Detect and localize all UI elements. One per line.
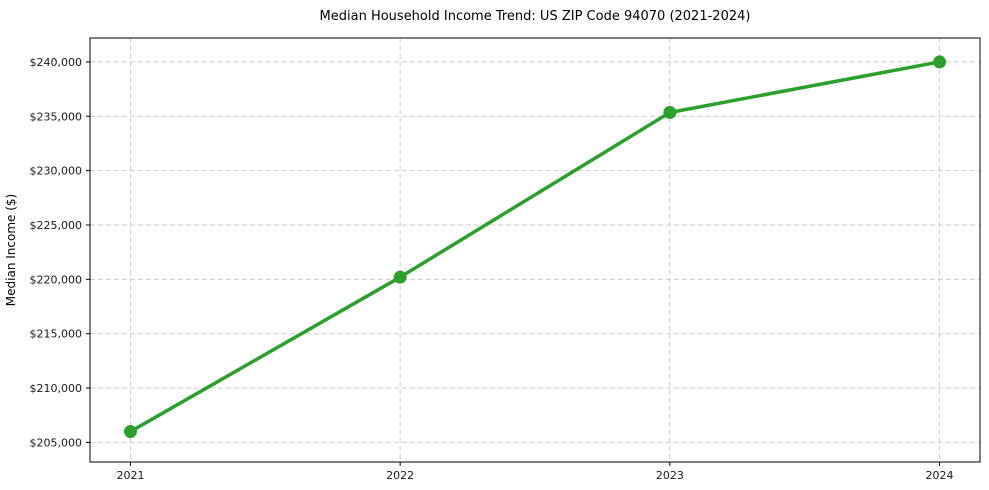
series-layer — [123, 55, 947, 439]
data-point-marker — [123, 425, 137, 439]
y-tick-label: $205,000 — [30, 436, 83, 449]
y-tick-label: $225,000 — [30, 219, 83, 232]
axes-spines — [89, 37, 981, 463]
y-tick-label: $240,000 — [30, 56, 83, 69]
y-tick-label: $215,000 — [30, 328, 83, 341]
x-tick-label: 2022 — [386, 469, 414, 482]
y-axis-label: Median Income ($) — [4, 194, 18, 306]
y-tick-label: $210,000 — [30, 382, 83, 395]
data-point-marker — [663, 105, 677, 119]
x-tick-label: 2024 — [926, 469, 954, 482]
trend-line — [128, 60, 942, 434]
x-tick-label: 2023 — [656, 469, 684, 482]
x-tick-label: 2021 — [116, 469, 144, 482]
data-point-marker — [393, 270, 407, 284]
y-tick-label: $230,000 — [30, 165, 83, 178]
tick-layer: $205,000 $210,000 $215,000 $220,000 $225,000… — [30, 56, 954, 482]
grid-layer — [90, 38, 980, 462]
y-tick-label: $220,000 — [30, 273, 83, 286]
chart-title: Median Household Income Trend: US ZIP Co… — [320, 9, 751, 24]
data-point-marker — [933, 55, 947, 69]
y-tick-label: $235,000 — [30, 110, 83, 123]
plot-border — [89, 37, 981, 463]
